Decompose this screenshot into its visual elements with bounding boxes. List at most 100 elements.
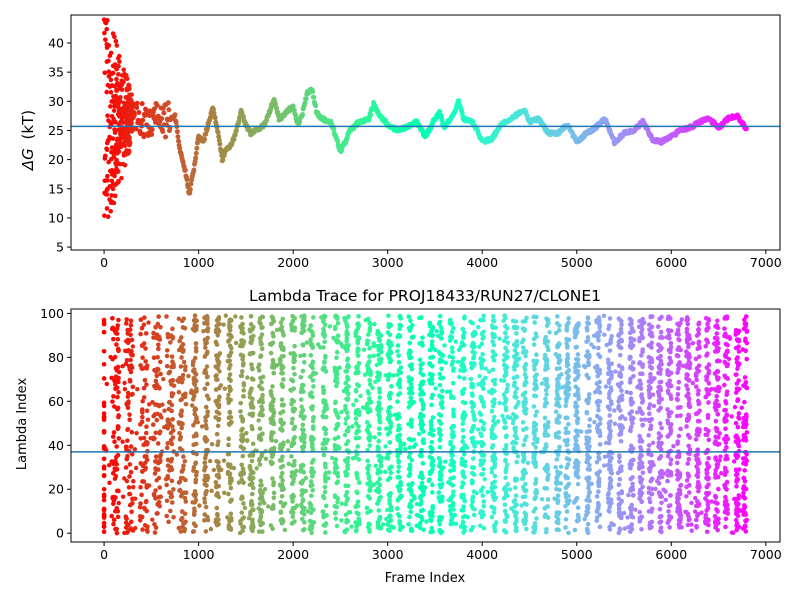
- lambda-point: [555, 520, 561, 526]
- lambda-point: [101, 362, 107, 367]
- lambda-point: [301, 318, 307, 324]
- lambda-point: [409, 376, 415, 382]
- lambda-point: [607, 348, 613, 353]
- delta-g-point: [126, 135, 132, 141]
- lambda-point: [387, 425, 393, 431]
- lambda-point: [595, 330, 601, 336]
- lambda-point: [289, 443, 294, 449]
- lambda-point: [389, 383, 394, 389]
- lambda-point: [531, 453, 537, 459]
- lambda-point: [503, 446, 509, 451]
- lambda-point: [419, 414, 425, 419]
- lambda-point: [408, 418, 414, 424]
- lambda-point: [171, 487, 176, 492]
- delta-g-point: [331, 126, 337, 132]
- lambda-point: [367, 443, 372, 448]
- lambda-point: [194, 386, 199, 391]
- lambda-point: [490, 339, 495, 344]
- delta-g-point: [102, 213, 107, 218]
- delta-g-point: [124, 148, 129, 153]
- lambda-point: [544, 361, 549, 366]
- lambda-point: [647, 364, 653, 370]
- lambda-point: [114, 530, 120, 536]
- lambda-point: [202, 386, 208, 392]
- lambda-point: [332, 447, 338, 452]
- lambda-point: [584, 526, 590, 532]
- lambda-point: [521, 427, 526, 433]
- lambda-point: [238, 472, 243, 478]
- delta-g-point: [149, 131, 155, 137]
- lambda-point: [158, 371, 163, 377]
- lambda-point: [595, 471, 600, 477]
- lambda-point: [576, 321, 581, 326]
- lambda-point: [144, 457, 150, 463]
- lambda-point: [191, 512, 197, 518]
- lambda-point: [308, 479, 314, 484]
- lambda-point: [523, 361, 529, 367]
- lambda-point: [193, 318, 198, 324]
- lambda-point: [397, 518, 402, 524]
- lambda-point: [375, 343, 380, 349]
- lambda-point: [648, 356, 654, 361]
- lambda-point: [628, 390, 633, 396]
- lambda-point: [354, 472, 360, 478]
- lambda-point: [180, 376, 186, 382]
- lambda-point: [226, 442, 231, 448]
- lambda-point: [543, 387, 549, 393]
- delta-g-point: [105, 214, 111, 219]
- lambda-point: [239, 373, 245, 379]
- lambda-point: [270, 315, 276, 321]
- lambda-point: [639, 353, 644, 358]
- lambda-point: [437, 382, 443, 388]
- lambda-point: [640, 364, 645, 370]
- lambda-point: [239, 510, 245, 515]
- lambda-point: [138, 422, 143, 427]
- lambda-point: [116, 488, 121, 494]
- lambda-point: [215, 511, 220, 517]
- lambda-point: [407, 363, 413, 368]
- lambda-point: [299, 444, 305, 450]
- lambda-point: [430, 459, 436, 464]
- lambda-point: [268, 391, 274, 397]
- lambda-point: [512, 521, 518, 527]
- lambda-point: [447, 338, 453, 343]
- lambda-point: [461, 504, 466, 509]
- lambda-point: [364, 505, 370, 511]
- lambda-point: [619, 388, 624, 393]
- lambda-point: [368, 408, 373, 414]
- lambda-point: [213, 399, 219, 404]
- lambda-point: [619, 337, 624, 343]
- lambda-point: [520, 326, 526, 331]
- lambda-point: [639, 330, 644, 335]
- lambda-point: [462, 528, 467, 534]
- lambda-point: [639, 526, 644, 532]
- lambda-point: [321, 425, 327, 431]
- lambda-point: [178, 335, 184, 340]
- lambda-point: [629, 462, 635, 467]
- lambda-point: [605, 492, 611, 498]
- lambda-point: [555, 343, 560, 349]
- lambda-point: [514, 386, 520, 391]
- lambda-point: [153, 454, 159, 459]
- lambda-point: [556, 396, 562, 401]
- lambda-point: [167, 421, 173, 426]
- lambda-point: [437, 393, 442, 399]
- lambda-point: [114, 462, 120, 467]
- lambda-point: [269, 430, 275, 435]
- lambda-point: [448, 439, 453, 445]
- lambda-point: [385, 527, 391, 533]
- lambda-point: [151, 491, 157, 497]
- lambda-point: [247, 351, 253, 357]
- lambda-point: [112, 508, 118, 514]
- lambda-point: [439, 366, 444, 372]
- lambda-point: [202, 518, 207, 523]
- lambda-point: [290, 520, 295, 526]
- lambda-point: [355, 353, 361, 359]
- lambda-point: [169, 478, 175, 484]
- lambda-point: [429, 490, 435, 495]
- lambda-point: [308, 483, 313, 489]
- delta-g-point: [103, 20, 109, 26]
- lambda-point: [584, 435, 589, 440]
- delta-g-point: [177, 145, 183, 151]
- lambda-point: [238, 409, 243, 414]
